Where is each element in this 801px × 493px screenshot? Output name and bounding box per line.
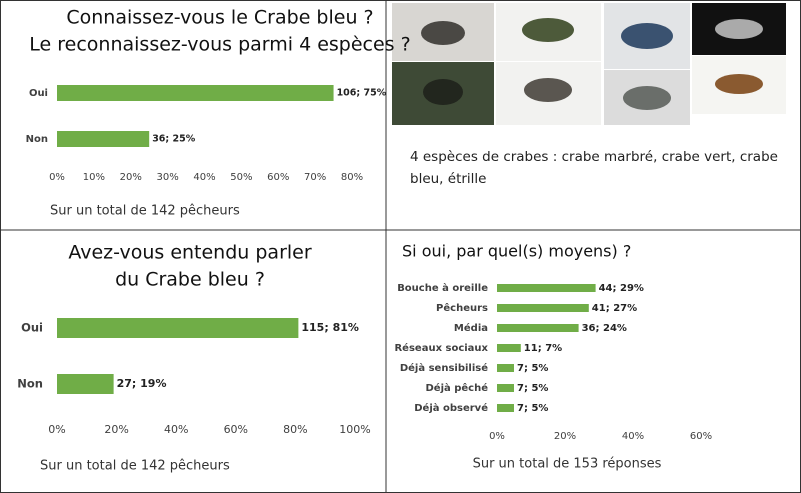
value-label: 115; 81% — [301, 321, 359, 334]
category-label: Déjà sensibilisé — [400, 362, 488, 374]
value-label: 7; 5% — [517, 363, 548, 374]
category-label: Déjà pêché — [425, 382, 488, 394]
category-label: Média — [454, 322, 488, 334]
x-tick-label: 0% — [489, 431, 505, 442]
photo-caption: 4 espèces de crabes : crabe marbré, crab… — [410, 149, 778, 187]
bar — [57, 131, 150, 147]
bar — [497, 384, 514, 392]
category-label: Non — [17, 377, 43, 391]
value-label: 106; 75% — [337, 88, 387, 99]
x-tick-label: 40% — [622, 431, 644, 442]
value-label: 7; 5% — [517, 403, 548, 414]
x-tick-label: 60% — [267, 172, 289, 183]
category-label: Pêcheurs — [436, 302, 488, 314]
bar — [497, 324, 579, 332]
category-label: Bouche à oreille — [397, 282, 488, 294]
bar — [57, 318, 299, 338]
category-label: Déjà observé — [414, 402, 488, 414]
value-label: 41; 27% — [592, 303, 637, 314]
category-label: Oui — [21, 321, 43, 335]
note: Sur un total de 142 pêcheurs — [50, 204, 240, 219]
x-tick-label: 70% — [304, 172, 326, 183]
x-tick-label: 30% — [157, 172, 179, 183]
note: Sur un total de 142 pêcheurs — [40, 459, 230, 474]
x-tick-label: 0% — [49, 172, 65, 183]
bar — [497, 364, 514, 372]
x-tick-label: 20% — [554, 431, 576, 442]
note: Sur un total de 153 réponses — [473, 457, 662, 472]
value-label: 11; 7% — [524, 343, 562, 354]
x-tick-label: 80% — [283, 423, 307, 436]
photos — [392, 3, 786, 125]
x-tick-label: 20% — [104, 423, 128, 436]
value-label: 27; 19% — [117, 377, 167, 390]
bar — [497, 344, 521, 352]
x-tick-label: 100% — [339, 423, 370, 436]
bar — [497, 284, 596, 292]
category-label: Réseaux sociaux — [394, 342, 488, 354]
bar — [57, 374, 114, 394]
bar — [497, 304, 589, 312]
x-tick-label: 10% — [83, 172, 105, 183]
value-label: 36; 25% — [152, 134, 196, 145]
chart-title: Le reconnaissez-vous parmi 4 espèces ? — [29, 34, 410, 56]
x-tick-label: 60% — [224, 423, 248, 436]
x-tick-label: 40% — [164, 423, 188, 436]
chart-title: du Crabe bleu ? — [115, 269, 265, 291]
bar — [497, 404, 514, 412]
value-label: 44; 29% — [599, 283, 644, 294]
x-tick-label: 60% — [690, 431, 712, 442]
value-label: 36; 24% — [582, 323, 627, 334]
x-tick-label: 20% — [120, 172, 142, 183]
chart-title: Connaissez-vous le Crabe bleu ? — [66, 7, 373, 29]
value-label: 7; 5% — [517, 383, 548, 394]
chart-title: Avez-vous entendu parler — [68, 242, 312, 264]
category-label: Non — [26, 134, 48, 145]
x-tick-label: 40% — [193, 172, 215, 183]
x-tick-label: 80% — [341, 172, 363, 183]
category-label: Oui — [29, 88, 48, 99]
bar — [57, 85, 334, 101]
x-tick-label: 0% — [48, 423, 65, 436]
chart-title: Si oui, par quel(s) moyens) ? — [402, 242, 631, 261]
x-tick-label: 50% — [230, 172, 252, 183]
